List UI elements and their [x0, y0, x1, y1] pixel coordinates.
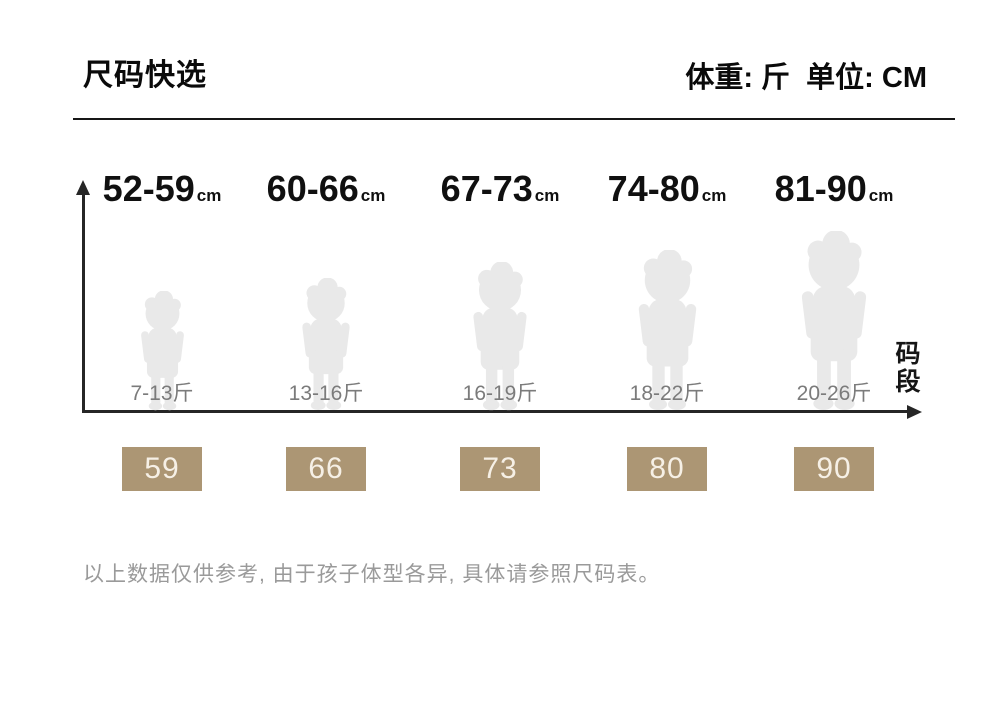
child-silhouette-icon	[801, 229, 867, 410]
height-range-label: 74-80 cm	[557, 168, 777, 210]
height-range-unit: cm	[701, 186, 727, 205]
child-silhouette	[781, 229, 887, 411]
child-silhouette	[127, 290, 198, 411]
child-silhouette	[287, 277, 365, 411]
size-box: 80	[627, 447, 707, 491]
height-range-label: 60-66 cm	[216, 168, 436, 210]
page-title: 尺码快选	[83, 59, 207, 92]
weight-range-label: 13-16斤	[288, 382, 364, 405]
height-range-unit: cm	[868, 186, 894, 205]
child-silhouette-icon	[302, 277, 350, 411]
child-silhouette	[620, 249, 715, 411]
child-silhouette	[456, 261, 544, 411]
x-axis-label: 码段	[892, 340, 920, 396]
child-silhouette-icon	[140, 290, 184, 411]
height-range-value: 81-90	[774, 168, 867, 209]
height-range-value: 67-73	[440, 168, 533, 209]
x-axis-arrow-icon	[907, 405, 922, 419]
child-silhouette-icon	[473, 261, 527, 411]
height-range-label: 81-90 cm	[724, 168, 944, 210]
disclaimer-note: 以上数据仅供参考, 由于孩子体型各异, 具体请参照尺码表。	[83, 563, 661, 586]
weight-range-label: 16-19斤	[462, 382, 538, 405]
size-box: 59	[122, 447, 202, 491]
height-range-label: 67-73 cm	[390, 168, 610, 210]
size-box: 73	[460, 447, 540, 491]
child-silhouette-icon	[638, 249, 696, 411]
y-axis-line	[82, 194, 85, 413]
y-axis-arrow-icon	[76, 180, 90, 195]
weight-range-label: 18-22斤	[629, 382, 705, 405]
height-range-unit: cm	[196, 186, 222, 205]
size-box: 66	[286, 447, 366, 491]
height-range-value: 60-66	[266, 168, 359, 209]
weight-range-label: 7-13斤	[130, 382, 194, 405]
height-range-unit: cm	[360, 186, 386, 205]
x-axis-line	[82, 410, 907, 413]
units-label: 体重: 斤 单位: CM	[685, 62, 927, 94]
height-range-value: 52-59	[102, 168, 195, 209]
header-divider	[73, 118, 955, 120]
height-range-label: 52-59 cm	[52, 168, 272, 210]
height-range-value: 74-80	[607, 168, 700, 209]
size-box: 90	[794, 447, 874, 491]
weight-range-label: 20-26斤	[796, 382, 872, 405]
height-range-unit: cm	[534, 186, 560, 205]
